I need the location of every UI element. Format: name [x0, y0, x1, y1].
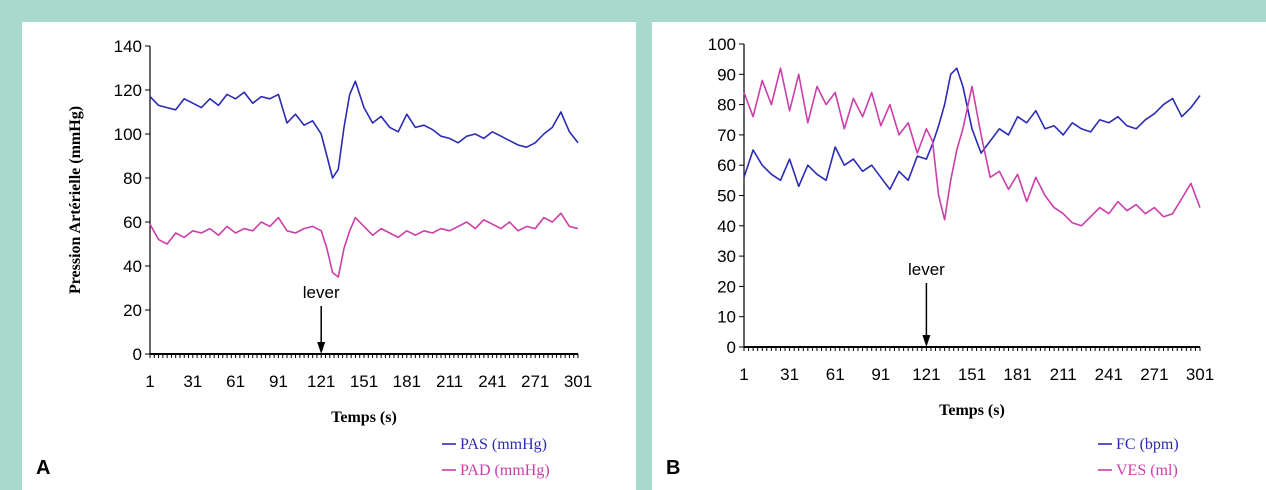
y-tick-label: 140: [114, 37, 142, 56]
y-tick-label: 40: [123, 257, 142, 276]
y-tick-label: 100: [708, 35, 736, 54]
x-tick-label: 61: [826, 365, 845, 384]
x-axis-title: Temps (s): [331, 409, 397, 426]
panel-b: 0 10 20 30 40 50 60 70 80 90 100 1 31 61 91 121 151 181 21…: [652, 22, 1266, 490]
x-tick-label: 271: [1140, 365, 1168, 384]
legend-label-1: PAD (mmHg): [460, 462, 550, 479]
x-tick-label: 1: [145, 372, 154, 391]
y-tick-label: 60: [717, 156, 736, 175]
x-tick-label: 1: [739, 365, 748, 384]
x-tick-label: 211: [436, 372, 463, 391]
series-line-1: [743, 67, 1201, 227]
annotation-label: lever: [303, 283, 340, 302]
y-axis-title: Pression Artérielle (mmHg): [67, 106, 84, 294]
annotation-label: lever: [908, 260, 945, 279]
y-tick-label: 10: [717, 308, 736, 327]
annotation-arrow-head: [317, 342, 326, 354]
y-tick-label: 100: [114, 125, 142, 144]
x-tick-label: 151: [350, 372, 378, 391]
chart-b: 0 10 20 30 40 50 60 70 80 90 100 1 31 61 91 121 151 181 21…: [708, 35, 1215, 479]
x-tick-label: 31: [183, 372, 202, 391]
x-tick-label: 91: [871, 365, 890, 384]
x-tick-label: 61: [226, 372, 245, 391]
y-tick-label: 80: [123, 169, 142, 188]
legend-label-1: VES (ml): [1116, 462, 1178, 479]
y-tick-label: 60: [123, 213, 142, 232]
x-tick-label: 241: [1095, 365, 1123, 384]
x-tick-label: 301: [1186, 365, 1214, 384]
y-tick-label: 40: [717, 217, 736, 236]
x-tick-label: 211: [1050, 365, 1077, 384]
y-tick-label: 120: [114, 81, 142, 100]
panel-letter-a: A: [36, 457, 51, 479]
y-tick-label: 90: [717, 65, 736, 84]
x-tick-label: 121: [307, 372, 335, 391]
x-tick-label: 301: [564, 372, 592, 391]
panel-letter-b: B: [666, 457, 681, 479]
y-tick-label: 0: [727, 338, 736, 357]
y-tick-label: 80: [717, 96, 736, 115]
x-tick-label: 181: [1003, 365, 1031, 384]
chart-a: 0 20 40 60 80 100 120 140 1 31 61 91 121 151 181 211 241…: [67, 37, 592, 479]
legend-label-0: PAS (mmHg): [460, 436, 547, 453]
panel-a: 0 20 40 60 80 100 120 140 1 31 61 91 121 151 181 211 241…: [22, 22, 636, 490]
x-axis-title: Temps (s): [939, 402, 1005, 419]
y-tick-label: 70: [717, 126, 736, 145]
y-tick-label: 30: [717, 247, 736, 266]
y-tick-label: 20: [123, 301, 142, 320]
annotation-arrow-head: [922, 335, 931, 347]
series-line-0: [149, 80, 579, 179]
y-tick-label: 50: [717, 187, 736, 206]
y-tick-label: 0: [133, 345, 142, 364]
y-tick-label: 20: [717, 277, 736, 296]
x-tick-label: 31: [780, 365, 799, 384]
x-tick-label: 91: [269, 372, 288, 391]
x-tick-label: 181: [393, 372, 421, 391]
x-tick-label: 241: [478, 372, 506, 391]
x-tick-label: 271: [521, 372, 549, 391]
series-line-1: [149, 212, 579, 278]
x-tick-label: 151: [958, 365, 986, 384]
legend-label-0: FC (bpm): [1116, 436, 1179, 453]
series-line-0: [743, 67, 1201, 191]
x-tick-label: 121: [912, 365, 940, 384]
